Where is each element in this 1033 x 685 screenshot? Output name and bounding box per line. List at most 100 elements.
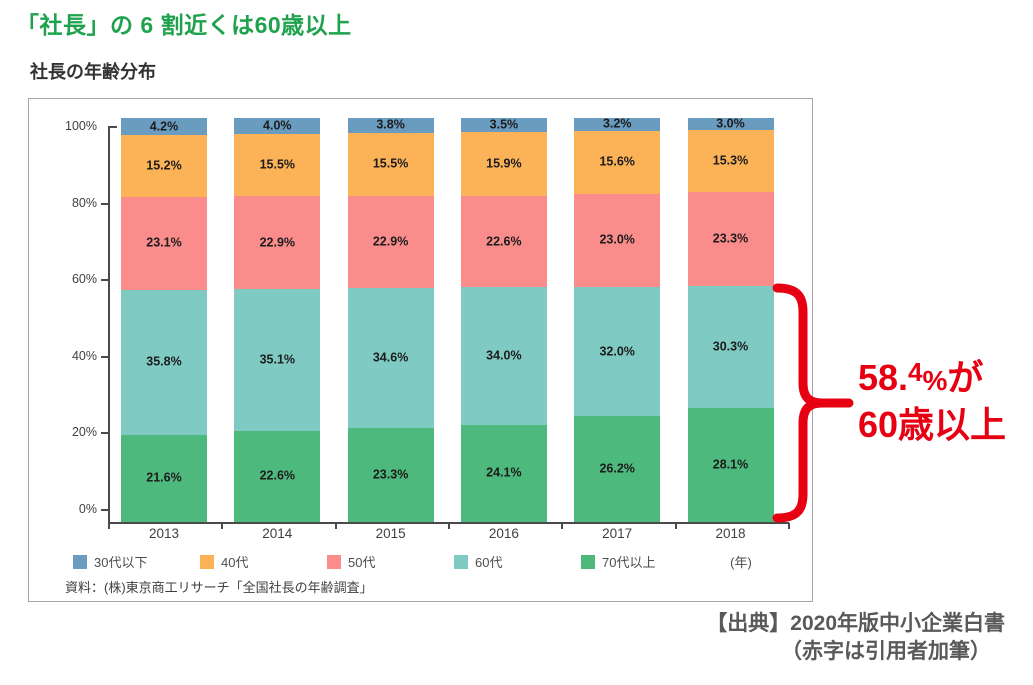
y-axis-top-cap <box>108 126 117 128</box>
x-axis-label-2016: 2016 <box>488 526 519 541</box>
y-tick-mark <box>101 509 108 511</box>
bar-value-label: 15.3% <box>712 153 749 168</box>
bar-segment-30代以下: 3.0% <box>687 116 774 131</box>
bar-segment-50代: 22.9% <box>234 196 321 289</box>
bar-value-label: 26.2% <box>599 461 635 476</box>
bar-segment-70代以上: 21.6% <box>121 434 207 522</box>
bar-segment-50代: 23.3% <box>687 191 774 287</box>
red-brace <box>772 283 854 523</box>
bar-segment-50代: 23.0% <box>574 193 661 287</box>
x-tick-mark <box>221 523 224 529</box>
bar-value-label: 15.2% <box>146 158 182 173</box>
annotation-line1: 58.4%が <box>858 357 984 398</box>
bar-segment-50代: 23.1% <box>121 196 207 291</box>
y-tick-mark <box>101 279 108 282</box>
bar-value-label: 35.8% <box>146 354 182 369</box>
bar-segment-40代: 15.9% <box>460 131 547 196</box>
bar-value-label: 34.0% <box>486 348 522 363</box>
bar-value-label: 3.5% <box>489 117 519 132</box>
bar-segment-40代: 15.5% <box>234 133 321 197</box>
y-tick-label-100%: 100% <box>65 119 97 133</box>
legend-label: 40代 <box>221 555 249 570</box>
page-title: 「社長」の 6 割近くは60歳以上 <box>16 12 352 38</box>
bar-segment-70代以上: 26.2% <box>574 416 661 522</box>
bar-segment-60代: 30.3% <box>687 286 774 409</box>
x-axis-label-2018: 2018 <box>715 526 746 541</box>
bar-value-label: 23.1% <box>146 235 182 250</box>
bar-value-label: 22.6% <box>259 468 296 483</box>
bar-segment-50代: 22.6% <box>460 195 547 288</box>
annotation-line2: 60歳以上 <box>858 404 1007 445</box>
legend-swatch <box>327 554 341 569</box>
y-axis-line <box>108 126 110 522</box>
x-axis-label-2015: 2015 <box>375 526 406 541</box>
bar-segment-60代: 34.6% <box>347 288 434 428</box>
legend-label: 50代 <box>348 555 376 570</box>
bar-value-label: 4.2% <box>149 119 179 134</box>
bar-value-label: 15.5% <box>372 156 409 171</box>
x-tick-mark <box>334 523 337 529</box>
bar-segment-40代: 15.6% <box>574 130 661 194</box>
legend-label: 30代以下 <box>94 555 148 570</box>
bar-segment-70代以上: 24.1% <box>460 424 547 522</box>
bar-segment-30代以下: 4.2% <box>121 118 207 136</box>
y-tick-label-40%: 40% <box>71 348 97 363</box>
bar-segment-60代: 35.8% <box>121 290 207 435</box>
legend-item-60代: 60代 <box>454 552 503 570</box>
legend-item-40代: 40代 <box>200 552 249 570</box>
chart-title: 社長の年齢分布 <box>30 62 156 82</box>
bar-segment-60代: 35.1% <box>234 288 321 431</box>
bar-value-label: 23.3% <box>372 467 409 482</box>
legend-swatch <box>454 554 468 569</box>
y-tick-label-0%: 0% <box>78 502 97 516</box>
bar-value-label: 3.0% <box>716 116 745 131</box>
annotation-text: 58.4%が 60歳以上 <box>858 350 1006 447</box>
y-tick-mark <box>101 355 108 358</box>
bar-segment-70代以上: 23.3% <box>347 427 434 522</box>
bar-value-label: 22.6% <box>486 234 522 249</box>
x-axis-unit-label: (年) <box>730 555 752 570</box>
bar-value-label: 32.0% <box>599 344 635 359</box>
bar-segment-30代以下: 3.5% <box>460 117 547 132</box>
bar-value-label: 22.9% <box>372 234 409 249</box>
bar-segment-60代: 34.0% <box>460 287 547 425</box>
bar-segment-70代以上: 22.6% <box>234 430 321 522</box>
legend-swatch <box>581 554 595 569</box>
legend-label: 60代 <box>475 555 503 570</box>
y-tick-mark <box>101 432 108 435</box>
bar-value-label: 35.1% <box>259 352 296 367</box>
legend-item-30代以下: 30代以下 <box>73 552 148 570</box>
x-tick-mark <box>447 523 450 529</box>
bar-segment-70代以上: 28.1% <box>687 408 774 522</box>
citation: 【出典】2020年版中小企業白書 （赤字は引用者加筆） <box>706 610 1005 666</box>
bar-segment-30代以下: 4.0% <box>234 117 321 134</box>
bar-value-label: 22.9% <box>259 235 296 250</box>
citation-line1: 【出典】2020年版中小企業白書 <box>706 612 1005 635</box>
x-tick-mark <box>108 523 110 529</box>
legend-swatch <box>73 554 87 569</box>
legend-item-70代以上: 70代以上 <box>581 552 655 570</box>
bar-value-label: 23.0% <box>599 232 635 247</box>
bar-segment-40代: 15.2% <box>121 135 207 197</box>
y-tick-mark <box>101 202 108 205</box>
bar-value-label: 30.3% <box>712 339 749 354</box>
bar-value-label: 21.6% <box>146 470 182 485</box>
x-tick-mark <box>561 523 564 529</box>
chart-panel: 21.6% 35.8% 23.1% 15.2% 4.2% 22.6% 35.1% 22.9% 1… <box>28 98 813 602</box>
source-note: 資料：(株)東京商工リサーチ「全国社長の年齢調査」 <box>65 580 373 595</box>
x-axis-label-2014: 2014 <box>262 526 293 541</box>
y-tick-label-60%: 60% <box>71 272 97 287</box>
bar-segment-40代: 15.5% <box>347 132 434 196</box>
bar-value-label: 3.2% <box>602 116 632 131</box>
y-tick-label-80%: 80% <box>71 195 97 210</box>
bar-value-label: 24.1% <box>486 465 522 480</box>
bar-value-label: 34.6% <box>372 350 409 365</box>
bar-value-label: 4.0% <box>263 118 292 133</box>
legend-swatch <box>200 554 214 569</box>
bar-value-label: 28.1% <box>712 457 749 472</box>
x-tick-mark <box>787 523 790 529</box>
bar-segment-60代: 32.0% <box>574 286 661 417</box>
bar-segment-50代: 22.9% <box>347 195 434 289</box>
x-tick-mark <box>674 523 677 529</box>
